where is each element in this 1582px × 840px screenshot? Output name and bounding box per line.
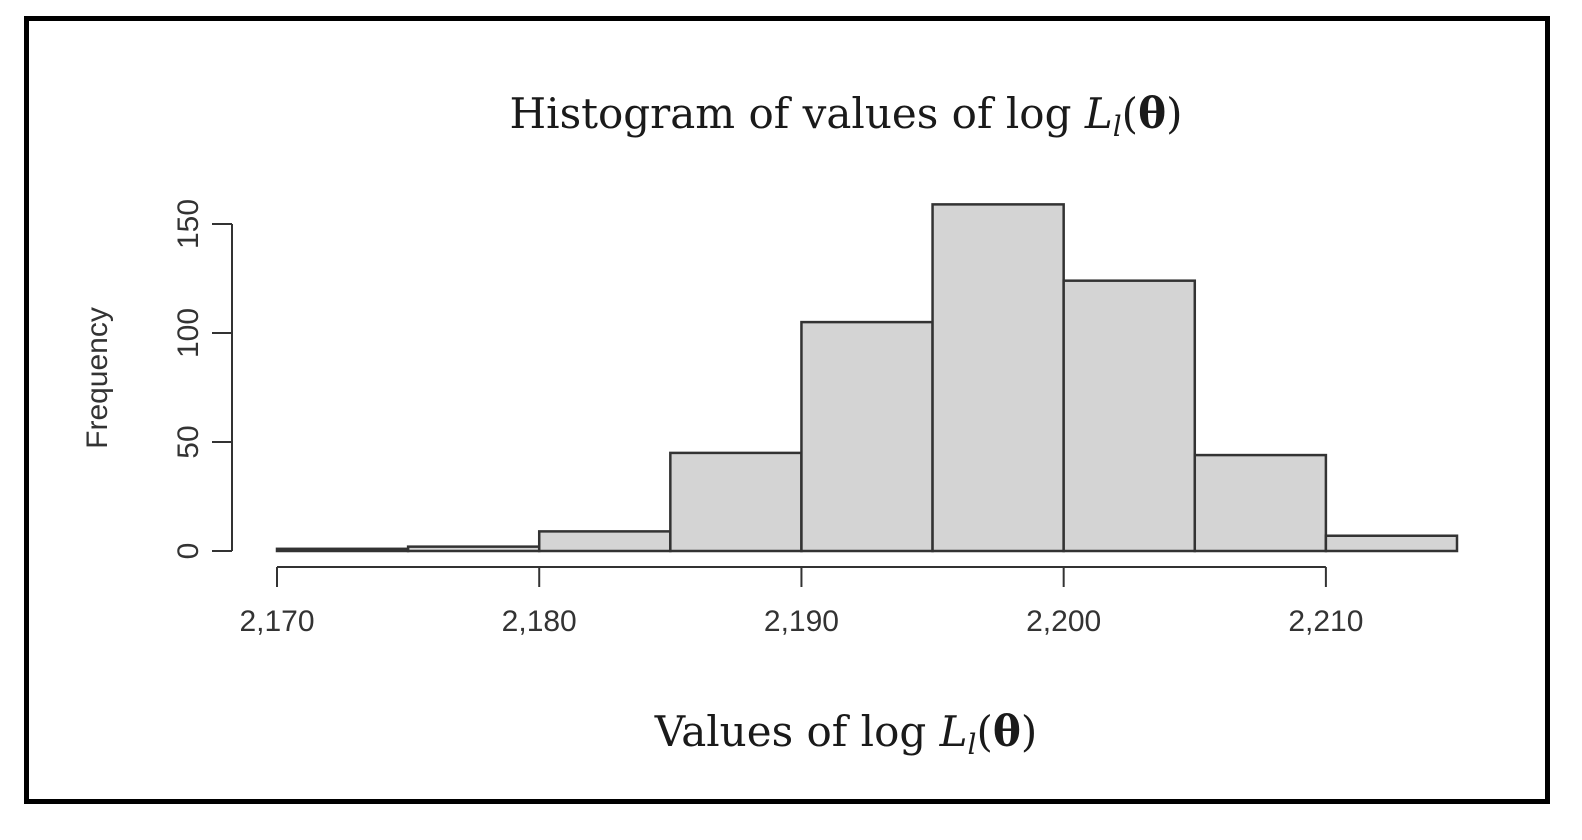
title-close-paren: ) <box>1166 89 1182 138</box>
y-tick-label-1: 50 <box>172 425 205 458</box>
y-tick-label-3: 150 <box>172 199 205 249</box>
histogram-bar-3 <box>669 451 803 553</box>
y-tick-label-0: 0 <box>172 543 205 560</box>
title-symbol: L <box>1084 89 1113 138</box>
histogram-bar-8 <box>1324 534 1459 553</box>
chart-title: Histogram of values of log Ll(θ) <box>510 89 1183 143</box>
x-tick-label-3: 2,200 <box>1026 605 1101 638</box>
xlabel-prefix: Values of log <box>654 707 940 756</box>
histogram-bar-2 <box>537 530 672 553</box>
x-tick-label-1: 2,180 <box>502 605 577 638</box>
x-axis-label: Values of log Ll(θ) <box>654 707 1038 761</box>
title-prefix: Histogram of values of log <box>510 89 1085 138</box>
x-ticks-group: 2,170 2,180 2,190 2,200 2,210 <box>239 567 1363 638</box>
histogram-bar-4 <box>800 320 934 553</box>
title-open-paren: ( <box>1122 89 1138 138</box>
xlabel-open-paren: ( <box>976 707 992 756</box>
xlabel-symbol: L <box>939 707 968 756</box>
x-tick-label-0: 2,170 <box>239 605 314 638</box>
chart-frame <box>24 16 1550 804</box>
y-ticks-group: 0 50 100 150 <box>172 199 232 559</box>
bars-group <box>275 203 1459 553</box>
x-tick-label-2: 2,190 <box>764 605 839 638</box>
histogram-bar-5 <box>931 203 1065 553</box>
histogram-bar-6 <box>1062 279 1197 553</box>
title-theta: θ <box>1138 89 1166 138</box>
y-axis-label: Frequency <box>81 307 114 449</box>
y-tick-label-2: 100 <box>172 308 205 358</box>
xlabel-close-paren: ) <box>1021 707 1037 756</box>
title-subscript: l <box>1113 110 1122 143</box>
x-tick-label-4: 2,210 <box>1288 605 1363 638</box>
histogram-bar-1 <box>406 545 541 553</box>
xlabel-theta: θ <box>993 707 1021 756</box>
histogram-bar-7 <box>1193 453 1328 553</box>
histogram-bar-0 <box>275 547 410 553</box>
xlabel-subscript: l <box>968 728 977 761</box>
